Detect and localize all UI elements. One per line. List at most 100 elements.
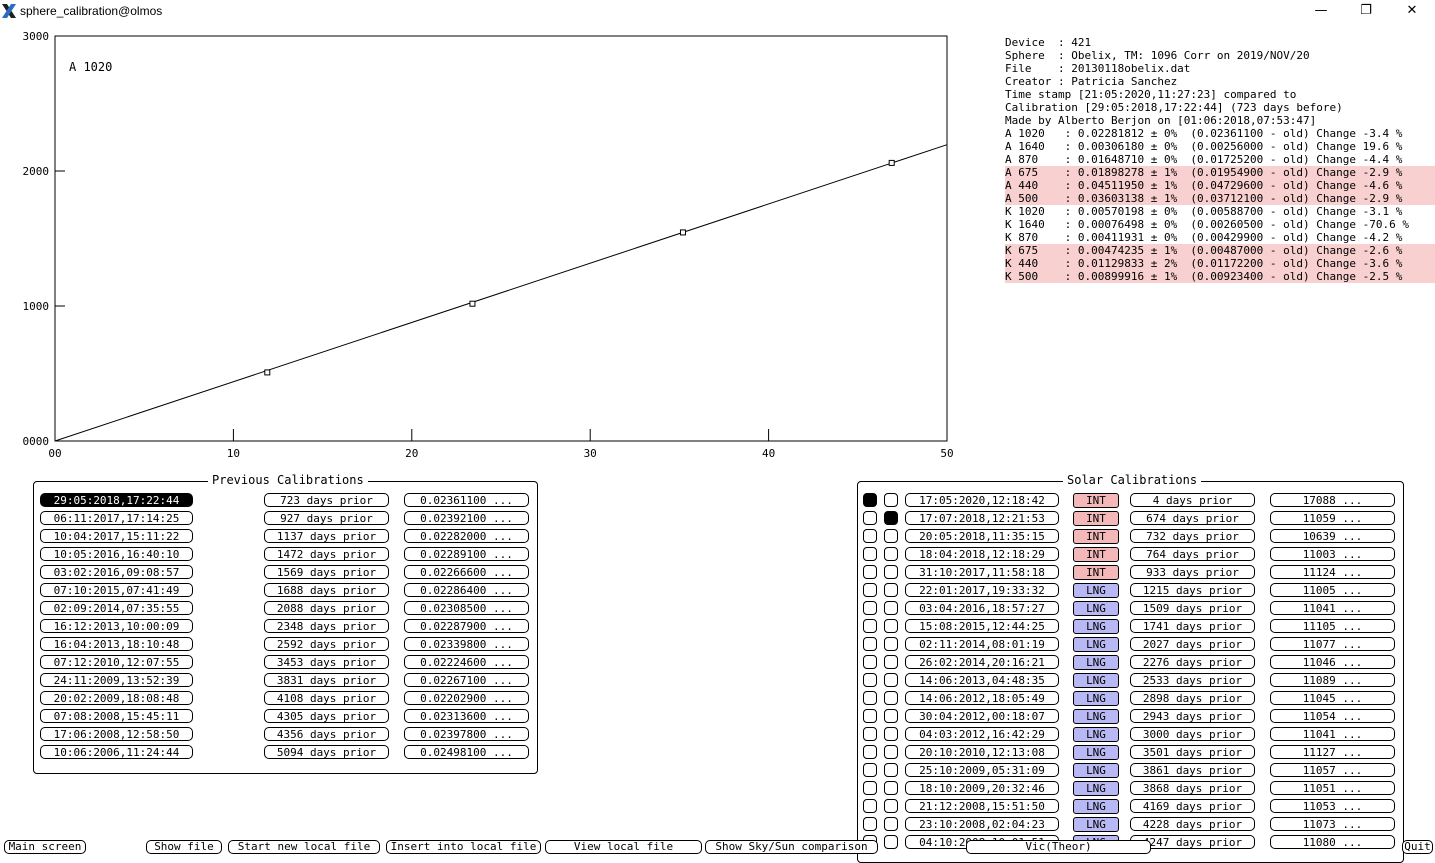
close-button[interactable]: ✕ [1389, 0, 1435, 20]
solar-calibration-date-button[interactable]: 04:03:2012,16:42:29 [905, 727, 1059, 741]
solar-type-badge[interactable]: LNG [1073, 673, 1119, 688]
solar-select-b-radio[interactable] [884, 745, 898, 759]
solar-select-b-radio[interactable] [884, 709, 898, 723]
solar-type-badge[interactable]: INT [1073, 547, 1119, 562]
previous-calibration-date-button[interactable]: 07:10:2015,07:41:49 [40, 583, 193, 597]
solar-calibration-days-button[interactable]: 4228 days prior [1130, 817, 1255, 831]
solar-select-b-radio[interactable] [884, 529, 898, 543]
previous-calibration-days-button[interactable]: 927 days prior [264, 511, 389, 525]
show-sky-sun-comparison-button[interactable]: Show Sky/Sun comparison [705, 840, 878, 854]
solar-calibration-days-button[interactable]: 674 days prior [1130, 511, 1255, 525]
previous-calibration-days-button[interactable]: 4108 days prior [264, 691, 389, 705]
previous-calibration-value-button[interactable]: 0.02224600 ... [404, 655, 529, 669]
solar-calibration-days-button[interactable]: 2533 days prior [1130, 673, 1255, 687]
solar-calibration-value-button[interactable]: 11059 ... [1270, 511, 1395, 525]
solar-calibration-value-button[interactable]: 11077 ... [1270, 637, 1395, 651]
solar-calibration-date-button[interactable]: 17:05:2020,12:18:42 [905, 493, 1059, 507]
solar-calibration-value-button[interactable]: 11053 ... [1270, 799, 1395, 813]
solar-type-badge[interactable]: INT [1073, 511, 1119, 526]
solar-select-b-radio[interactable] [884, 835, 898, 849]
solar-select-a-radio[interactable] [863, 583, 877, 597]
solar-calibration-value-button[interactable]: 11080 ... [1270, 835, 1395, 849]
solar-select-a-radio[interactable] [863, 799, 877, 813]
solar-calibration-days-button[interactable]: 2943 days prior [1130, 709, 1255, 723]
previous-calibration-days-button[interactable]: 1688 days prior [264, 583, 389, 597]
solar-type-badge[interactable]: LNG [1073, 691, 1119, 706]
previous-calibration-value-button[interactable]: 0.02286400 ... [404, 583, 529, 597]
solar-calibration-date-button[interactable]: 15:08:2015,12:44:25 [905, 619, 1059, 633]
previous-calibration-date-button[interactable]: 02:09:2014,07:35:55 [40, 601, 193, 615]
solar-type-badge[interactable]: LNG [1073, 583, 1119, 598]
previous-calibration-date-button[interactable]: 07:12:2010,12:07:55 [40, 655, 193, 669]
solar-type-badge[interactable]: INT [1073, 529, 1119, 544]
vic-theor-button[interactable]: Vic(Theor) [966, 840, 1151, 854]
solar-calibration-value-button[interactable]: 11051 ... [1270, 781, 1395, 795]
solar-calibration-value-button[interactable]: 11124 ... [1270, 565, 1395, 579]
previous-calibration-date-button[interactable]: 10:04:2017,15:11:22 [40, 529, 193, 543]
quit-button[interactable]: Quit [1402, 840, 1433, 854]
solar-calibration-value-button[interactable]: 11003 ... [1270, 547, 1395, 561]
previous-calibration-days-button[interactable]: 3831 days prior [264, 673, 389, 687]
solar-select-a-radio[interactable] [863, 637, 877, 651]
previous-calibration-value-button[interactable]: 0.02361100 ... [404, 493, 529, 507]
solar-calibration-days-button[interactable]: 732 days prior [1130, 529, 1255, 543]
view-local-file-button[interactable]: View local file [545, 840, 702, 854]
previous-calibration-days-button[interactable]: 2348 days prior [264, 619, 389, 633]
solar-select-b-radio[interactable] [884, 673, 898, 687]
solar-calibration-days-button[interactable]: 2027 days prior [1130, 637, 1255, 651]
previous-calibration-value-button[interactable]: 0.02266600 ... [404, 565, 529, 579]
solar-calibration-days-button[interactable]: 4 days prior [1130, 493, 1255, 507]
previous-calibration-date-button[interactable]: 07:08:2008,15:45:11 [40, 709, 193, 723]
solar-type-badge[interactable]: LNG [1073, 655, 1119, 670]
previous-calibration-date-button[interactable]: 24:11:2009,13:52:39 [40, 673, 193, 687]
solar-select-b-radio[interactable] [884, 799, 898, 813]
solar-calibration-date-button[interactable]: 20:05:2018,11:35:15 [905, 529, 1059, 543]
minimize-button[interactable]: — [1298, 0, 1344, 20]
insert-into-local-file-button[interactable]: Insert into local file [386, 840, 541, 854]
solar-select-a-radio[interactable] [863, 817, 877, 831]
solar-type-badge[interactable]: LNG [1073, 619, 1119, 634]
solar-select-b-radio[interactable] [884, 763, 898, 777]
solar-calibration-days-button[interactable]: 1509 days prior [1130, 601, 1255, 615]
solar-calibration-value-button[interactable]: 11045 ... [1270, 691, 1395, 705]
solar-calibration-value-button[interactable]: 11057 ... [1270, 763, 1395, 777]
solar-select-b-radio[interactable] [884, 817, 898, 831]
previous-calibration-days-button[interactable]: 2088 days prior [264, 601, 389, 615]
solar-select-a-radio[interactable] [863, 565, 877, 579]
previous-calibration-days-button[interactable]: 3453 days prior [264, 655, 389, 669]
solar-select-a-radio[interactable] [863, 673, 877, 687]
solar-calibration-value-button[interactable]: 11054 ... [1270, 709, 1395, 723]
solar-calibration-date-button[interactable]: 20:10:2010,12:13:08 [905, 745, 1059, 759]
solar-select-a-radio[interactable] [863, 727, 877, 741]
previous-calibration-value-button[interactable]: 0.02392100 ... [404, 511, 529, 525]
solar-select-b-radio[interactable] [884, 655, 898, 669]
solar-calibration-date-button[interactable]: 17:07:2018,12:21:53 [905, 511, 1059, 525]
solar-select-b-radio[interactable] [884, 601, 898, 615]
solar-calibration-date-button[interactable]: 23:10:2008,02:04:23 [905, 817, 1059, 831]
previous-calibration-value-button[interactable]: 0.02308500 ... [404, 601, 529, 615]
solar-calibration-value-button[interactable]: 11073 ... [1270, 817, 1395, 831]
solar-type-badge[interactable]: LNG [1073, 799, 1119, 814]
previous-calibration-days-button[interactable]: 1137 days prior [264, 529, 389, 543]
previous-calibration-days-button[interactable]: 4356 days prior [264, 727, 389, 741]
solar-select-a-radio[interactable] [863, 763, 877, 777]
solar-calibration-date-button[interactable]: 02:11:2014,08:01:19 [905, 637, 1059, 651]
solar-calibration-days-button[interactable]: 933 days prior [1130, 565, 1255, 579]
previous-calibration-days-button[interactable]: 1569 days prior [264, 565, 389, 579]
solar-calibration-days-button[interactable]: 3861 days prior [1130, 763, 1255, 777]
solar-calibration-days-button[interactable]: 1741 days prior [1130, 619, 1255, 633]
solar-calibration-days-button[interactable]: 4169 days prior [1130, 799, 1255, 813]
solar-select-a-radio[interactable] [863, 619, 877, 633]
solar-calibration-value-button[interactable]: 11089 ... [1270, 673, 1395, 687]
solar-calibration-value-button[interactable]: 11041 ... [1270, 601, 1395, 615]
start-new-local-file-button[interactable]: Start new local file [228, 840, 380, 854]
solar-calibration-days-button[interactable]: 764 days prior [1130, 547, 1255, 561]
main-screen-button[interactable]: Main screen [4, 840, 86, 854]
solar-calibration-date-button[interactable]: 21:12:2008,15:51:50 [905, 799, 1059, 813]
solar-calibration-value-button[interactable]: 11005 ... [1270, 583, 1395, 597]
solar-calibration-date-button[interactable]: 26:02:2014,20:16:21 [905, 655, 1059, 669]
solar-calibration-date-button[interactable]: 25:10:2009,05:31:09 [905, 763, 1059, 777]
solar-select-b-radio[interactable] [884, 511, 898, 525]
solar-type-badge[interactable]: INT [1073, 493, 1119, 508]
solar-calibration-date-button[interactable]: 18:10:2009,20:32:46 [905, 781, 1059, 795]
